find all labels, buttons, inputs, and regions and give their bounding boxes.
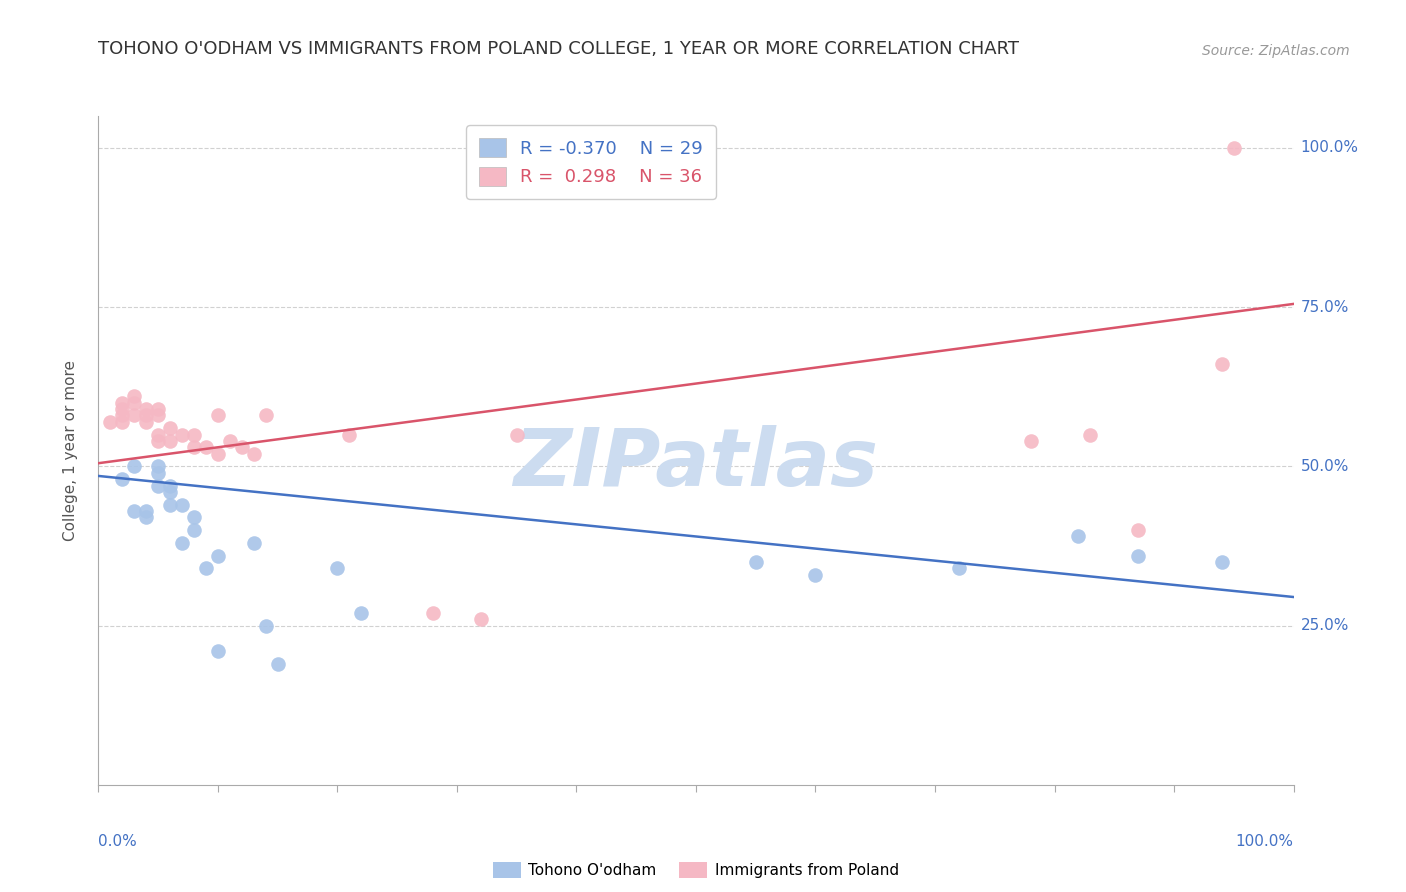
Point: [254, 409, 277, 423]
Point: [135, 510, 157, 524]
Point: [1222, 141, 1246, 155]
Point: [135, 415, 157, 429]
Point: [207, 549, 229, 563]
Point: [124, 395, 146, 409]
Point: [159, 478, 181, 492]
Text: Source: ZipAtlas.com: Source: ZipAtlas.com: [1202, 44, 1350, 58]
Point: [183, 440, 205, 454]
Point: [194, 561, 217, 575]
Text: ZIPatlas: ZIPatlas: [513, 425, 879, 503]
Point: [172, 498, 194, 512]
Point: [148, 459, 170, 474]
Point: [159, 421, 181, 435]
Point: [1067, 529, 1090, 543]
Point: [111, 395, 134, 409]
Text: 75.0%: 75.0%: [1301, 300, 1348, 315]
Point: [159, 484, 181, 499]
Text: 0.0%: 0.0%: [98, 834, 138, 849]
Point: [148, 402, 170, 417]
Text: 50.0%: 50.0%: [1301, 458, 1348, 474]
Point: [267, 657, 290, 671]
Point: [1128, 523, 1150, 537]
Point: [135, 504, 157, 518]
Text: TOHONO O'ODHAM VS IMMIGRANTS FROM POLAND COLLEGE, 1 YEAR OR MORE CORRELATION CHA: TOHONO O'ODHAM VS IMMIGRANTS FROM POLAND…: [98, 40, 1019, 58]
Point: [124, 459, 146, 474]
Point: [243, 536, 266, 550]
Point: [183, 523, 205, 537]
Point: [326, 561, 349, 575]
Point: [1211, 555, 1233, 569]
Point: [506, 427, 529, 442]
Point: [254, 618, 277, 632]
Point: [948, 561, 970, 575]
Y-axis label: College, 1 year or more: College, 1 year or more: [63, 360, 77, 541]
Point: [148, 434, 170, 448]
Point: [111, 409, 134, 423]
Point: [194, 440, 217, 454]
Point: [111, 415, 134, 429]
Text: 100.0%: 100.0%: [1301, 140, 1358, 155]
Point: [111, 402, 134, 417]
Point: [124, 389, 146, 403]
Point: [124, 504, 146, 518]
Point: [148, 466, 170, 480]
Point: [159, 498, 181, 512]
Point: [422, 606, 444, 620]
Point: [337, 427, 360, 442]
Point: [231, 440, 253, 454]
Point: [183, 427, 205, 442]
Point: [135, 402, 157, 417]
Point: [745, 555, 768, 569]
Point: [1080, 427, 1102, 442]
Point: [219, 434, 242, 448]
Point: [111, 472, 134, 486]
Legend: R = -0.370    N = 29, R =  0.298    N = 36: R = -0.370 N = 29, R = 0.298 N = 36: [465, 125, 716, 199]
Point: [98, 415, 122, 429]
Point: [1019, 434, 1042, 448]
Point: [172, 427, 194, 442]
Point: [207, 644, 229, 658]
Point: [1128, 549, 1150, 563]
Point: [148, 427, 170, 442]
Point: [148, 409, 170, 423]
Point: [470, 612, 492, 626]
Text: 100.0%: 100.0%: [1236, 834, 1294, 849]
Text: 25.0%: 25.0%: [1301, 618, 1348, 633]
Point: [124, 409, 146, 423]
Point: [159, 434, 181, 448]
Point: [243, 447, 266, 461]
Point: [804, 567, 827, 582]
Point: [207, 447, 229, 461]
Point: [172, 536, 194, 550]
Point: [1211, 358, 1233, 372]
Point: [350, 606, 373, 620]
Point: [148, 478, 170, 492]
Point: [207, 409, 229, 423]
Point: [135, 409, 157, 423]
Point: [183, 510, 205, 524]
